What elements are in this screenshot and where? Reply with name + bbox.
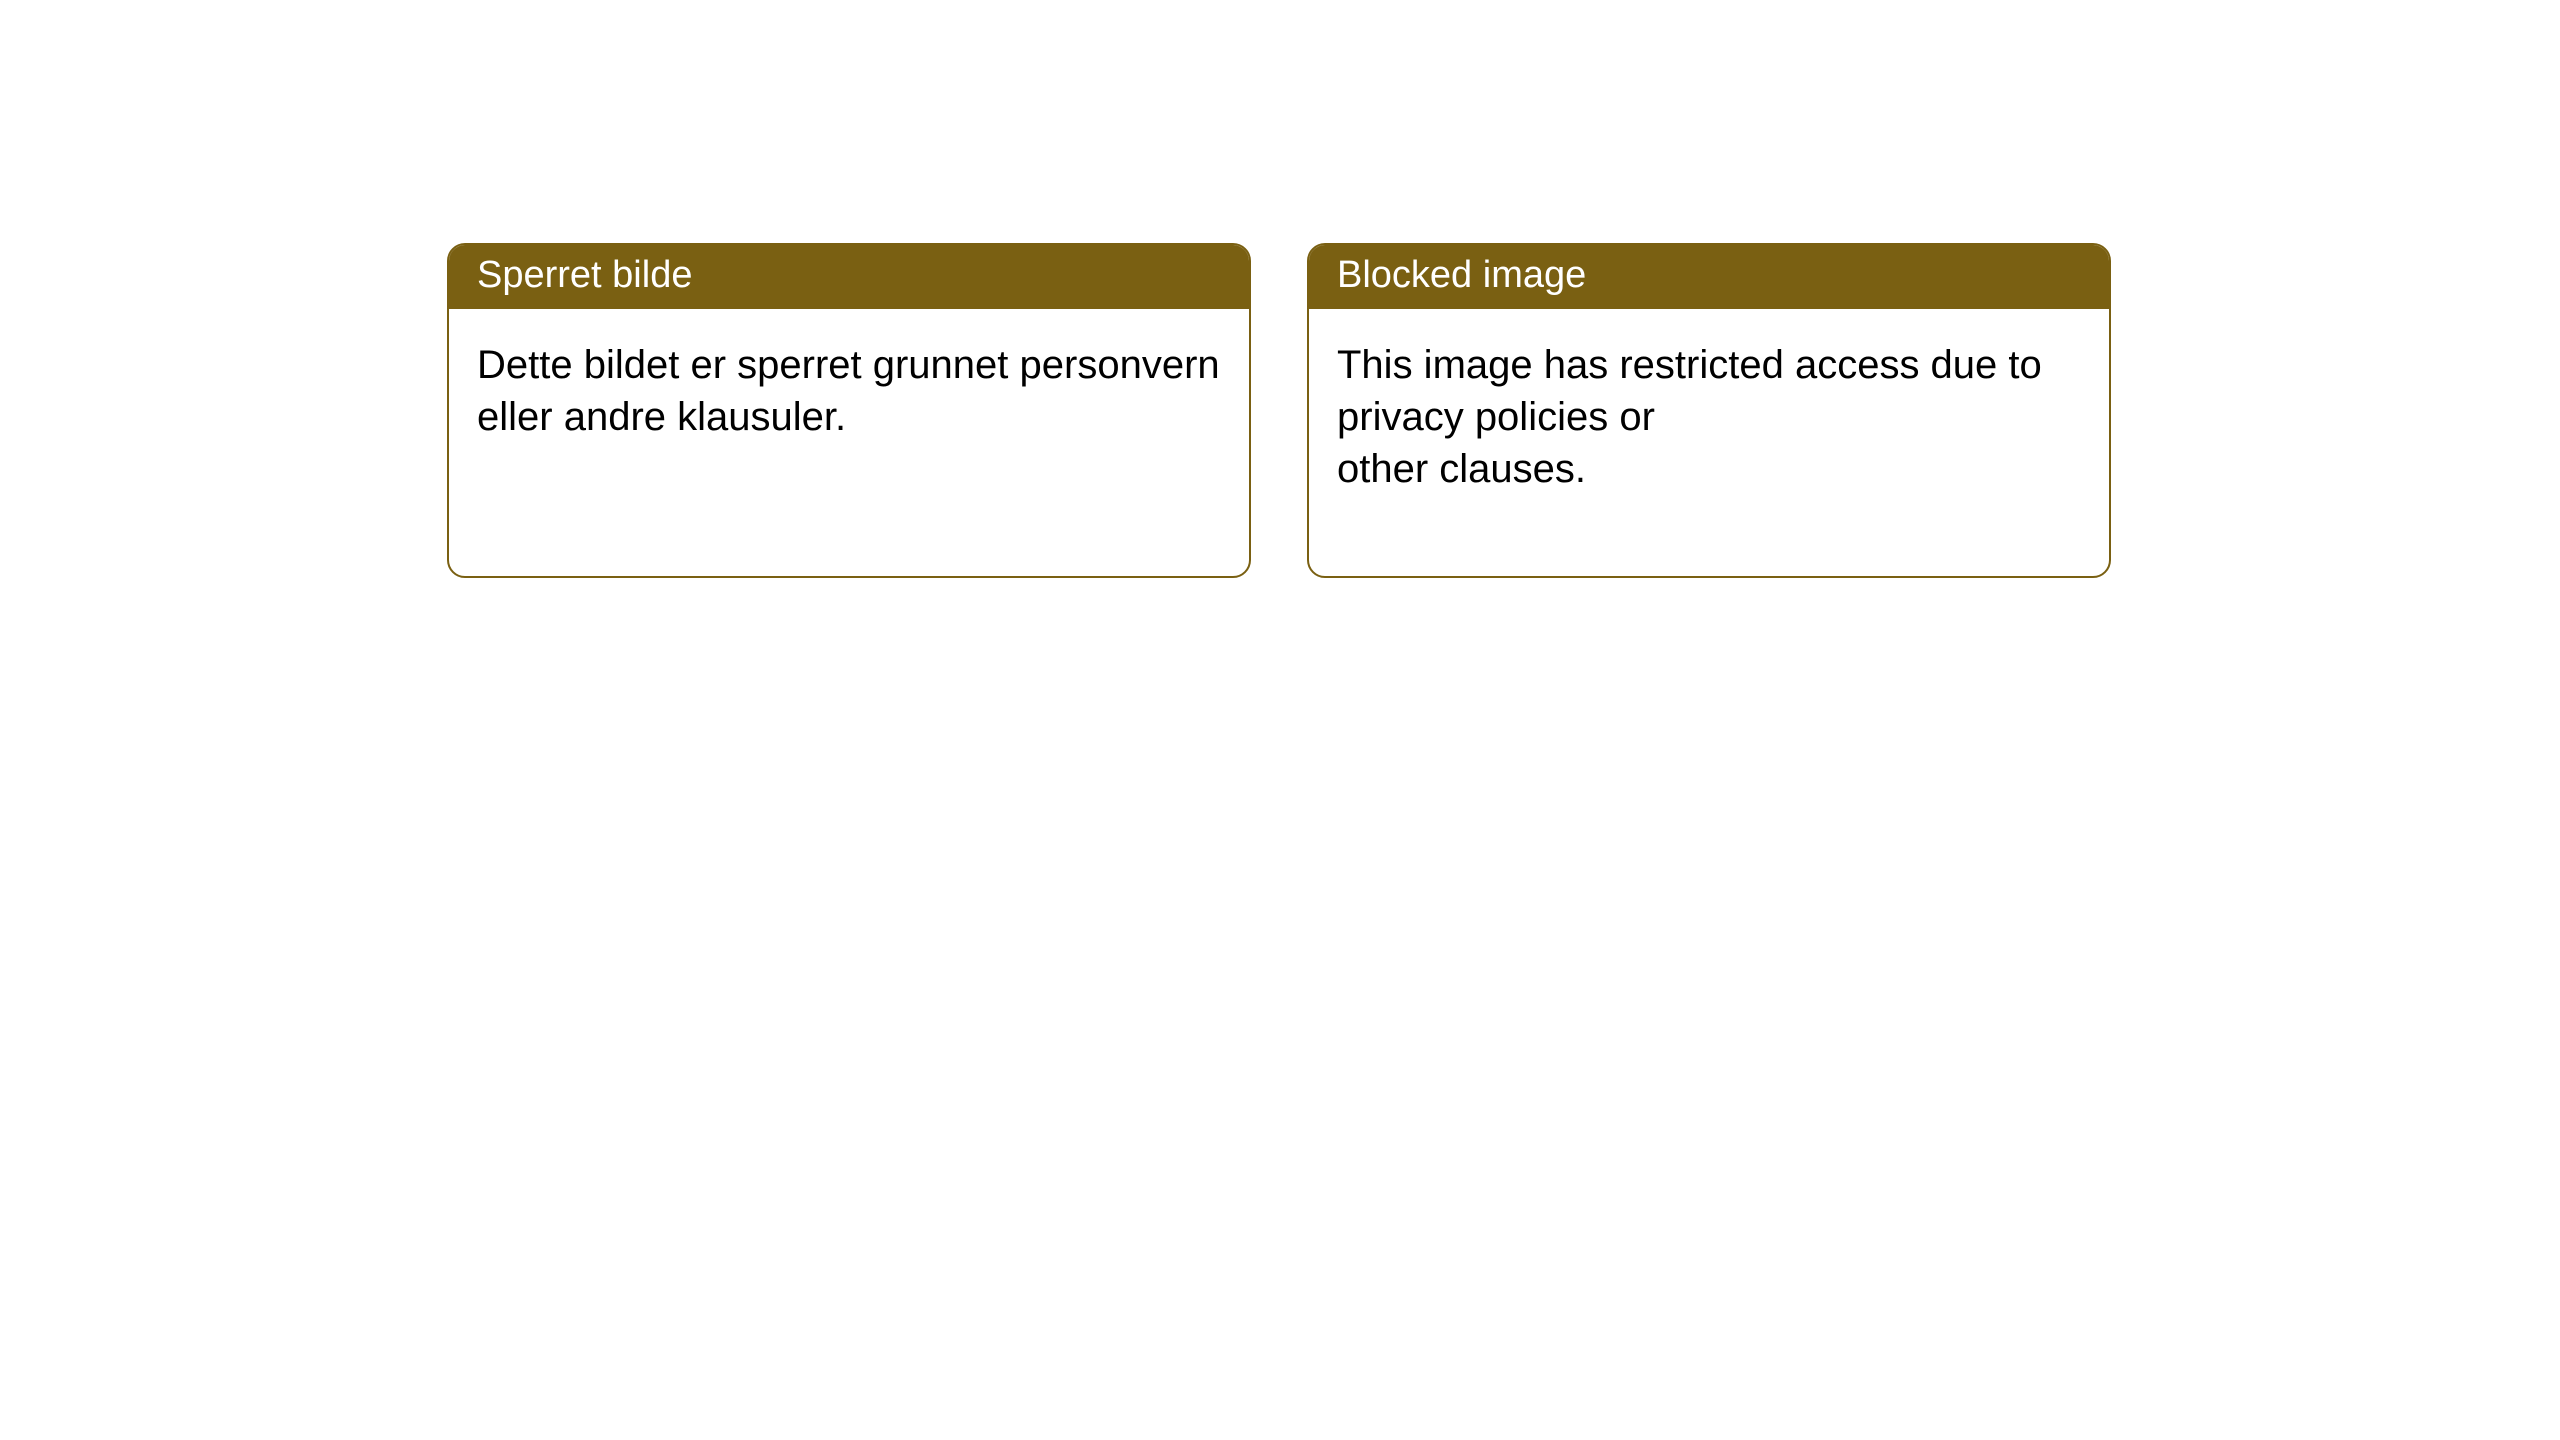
notice-box-english: Blocked image This image has restricted … xyxy=(1307,243,2111,578)
notice-header-no: Sperret bilde xyxy=(449,245,1249,309)
notice-body-no: Dette bildet er sperret grunnet personve… xyxy=(449,309,1249,473)
notice-box-norwegian: Sperret bilde Dette bildet er sperret gr… xyxy=(447,243,1251,578)
notice-body-en: This image has restricted access due to … xyxy=(1309,309,2109,525)
notice-header-en: Blocked image xyxy=(1309,245,2109,309)
blocked-image-notices: Sperret bilde Dette bildet er sperret gr… xyxy=(0,0,2560,578)
